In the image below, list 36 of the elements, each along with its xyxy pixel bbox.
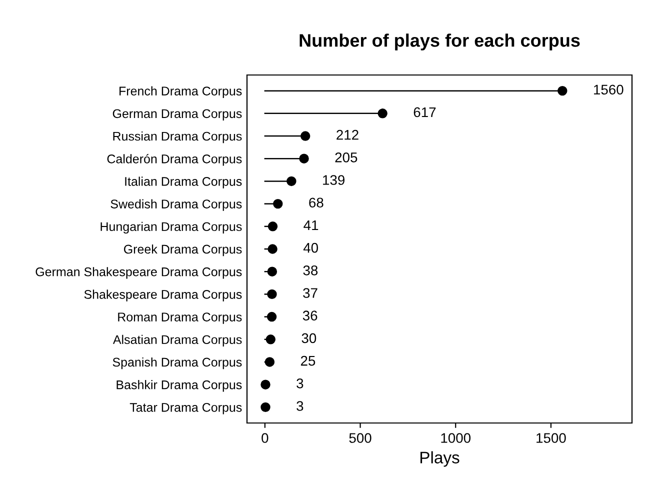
y-tick-label: Bashkir Drama Corpus (116, 380, 242, 392)
y-tick-label: Calderón Drama Corpus (107, 154, 242, 166)
data-label: 212 (336, 130, 358, 140)
data-label: 38 (303, 265, 318, 276)
x-tick-label: 0 (262, 433, 268, 443)
data-label: 25 (300, 356, 316, 366)
x-tick-label: 1000 (441, 433, 471, 443)
data-label: 30 (302, 333, 316, 344)
data-label: 40 (303, 242, 318, 253)
data-label: 205 (335, 152, 358, 162)
chart-title: Number of plays for each corpus (300, 34, 580, 50)
y-tick-label: Italian Drama Corpus (125, 176, 242, 188)
y-tick-label: Swedish Drama Corpus (110, 199, 242, 211)
y-tick-label: Spanish Drama Corpus (112, 357, 242, 370)
x-tick-label: 500 (349, 433, 372, 443)
data-label: 3 (296, 378, 304, 388)
data-label: 37 (303, 288, 318, 298)
y-tick-label: Russian Drama Corpus (113, 131, 242, 144)
y-tick-label: Tatar Drama Corpus (130, 402, 242, 414)
data-label: 41 (304, 220, 318, 230)
x-tick-label: 1500 (536, 433, 566, 443)
y-tick-label: German Drama Corpus (112, 109, 242, 121)
data-label: 36 (302, 310, 318, 321)
y-tick-label: German Shakespeare Drama Corpus (36, 267, 242, 279)
x-axis-title: Plays (420, 451, 460, 467)
y-tick-label: Greek Drama Corpus (124, 244, 242, 256)
data-label: 1560 (594, 84, 624, 95)
y-tick-label: French Drama Corpus (120, 86, 242, 98)
data-label: 139 (323, 175, 344, 185)
y-tick-label: Alsatian Drama Corpus (112, 334, 242, 347)
y-tick-label: Hungarian Drama Corpus (100, 222, 242, 234)
data-label: 617 (414, 107, 436, 118)
data-label: 3 (296, 401, 304, 411)
y-tick-label: Shakespeare Drama Corpus (84, 290, 242, 302)
data-label: 68 (309, 198, 324, 208)
y-tick-label: Roman Drama Corpus (118, 312, 242, 324)
